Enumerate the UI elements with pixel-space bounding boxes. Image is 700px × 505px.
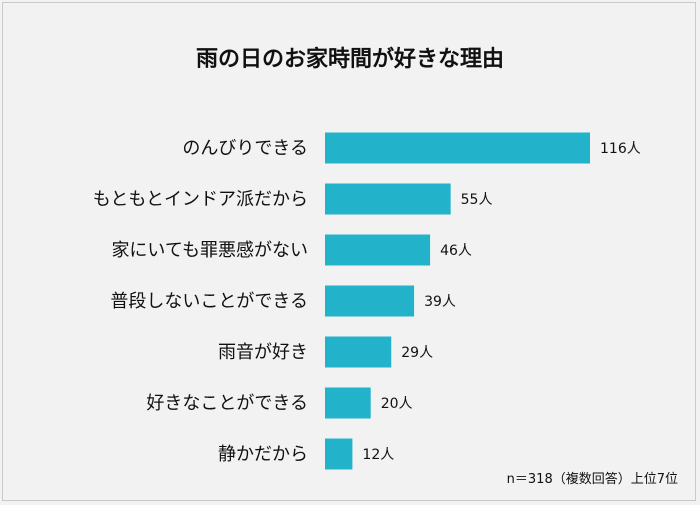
bar-4 bbox=[325, 285, 415, 317]
value-label-3: 46人 bbox=[440, 243, 472, 259]
bar-2 bbox=[325, 183, 451, 215]
bar-6 bbox=[325, 387, 371, 419]
category-label-3: 家にいても罪悪感がない bbox=[111, 240, 308, 261]
bar-1 bbox=[325, 132, 590, 164]
value-label-5: 29人 bbox=[401, 345, 433, 361]
chart-title: 雨の日のお家時間が好きな理由 bbox=[196, 46, 504, 72]
category-label-1: のんびりできる bbox=[182, 138, 308, 159]
value-label-7: 12人 bbox=[362, 447, 394, 463]
bar-5 bbox=[325, 336, 392, 368]
category-label-4: 普段しないことができる bbox=[110, 291, 308, 312]
category-label-7: 静かだから bbox=[218, 444, 308, 465]
category-label-5: 雨音が好き bbox=[218, 342, 308, 363]
value-label-1: 116人 bbox=[600, 141, 641, 157]
bar-3 bbox=[325, 234, 431, 266]
category-label-2: もともとインドア派だから bbox=[93, 189, 308, 210]
value-label-6: 20人 bbox=[381, 396, 413, 412]
bar-7 bbox=[325, 438, 353, 470]
category-label-6: 好きなことができる bbox=[146, 393, 308, 414]
value-label-4: 39人 bbox=[424, 294, 456, 310]
sample-note: n＝318（複数回答）上位7位 bbox=[507, 471, 678, 487]
value-label-2: 55人 bbox=[461, 192, 493, 208]
bars-layer bbox=[325, 132, 590, 470]
